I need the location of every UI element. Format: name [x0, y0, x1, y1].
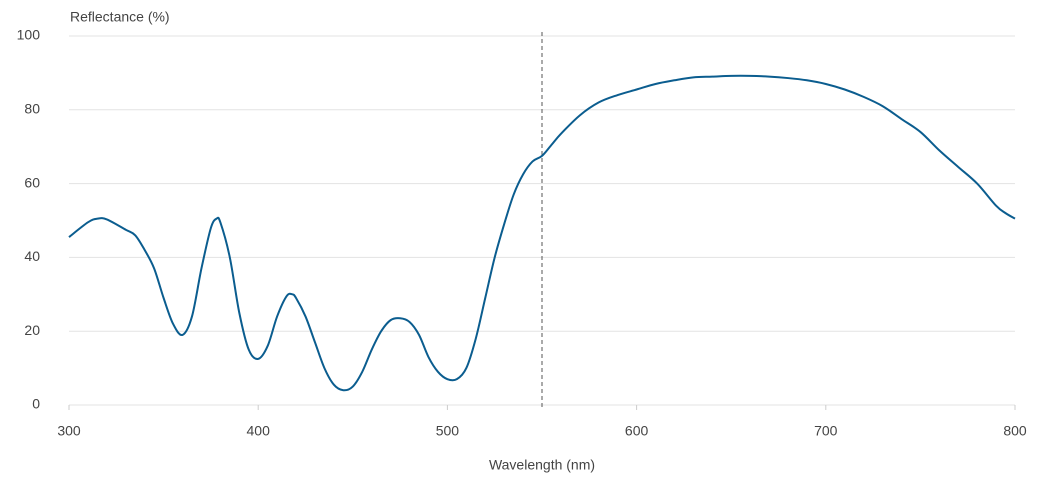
x-tick-label: 500 — [436, 423, 460, 439]
y-axis-title: Reflectance (%) — [70, 9, 170, 25]
y-tick-label: 100 — [17, 27, 41, 43]
x-tick-label: 700 — [814, 423, 838, 439]
data-line — [68, 74, 1016, 392]
x-tick-label: 400 — [247, 423, 271, 439]
y-tick-label: 40 — [24, 248, 40, 264]
y-tick-label: 60 — [24, 174, 40, 190]
y-tick-label: 80 — [24, 101, 40, 117]
y-tick-label: 20 — [24, 322, 40, 338]
x-tick-label: 800 — [1003, 423, 1027, 439]
x-axis-title: Wavelength (nm) — [489, 457, 595, 473]
x-tick-label: 600 — [625, 423, 649, 439]
y-tick-label: 0 — [32, 396, 40, 412]
x-tick-label: 300 — [57, 423, 81, 439]
